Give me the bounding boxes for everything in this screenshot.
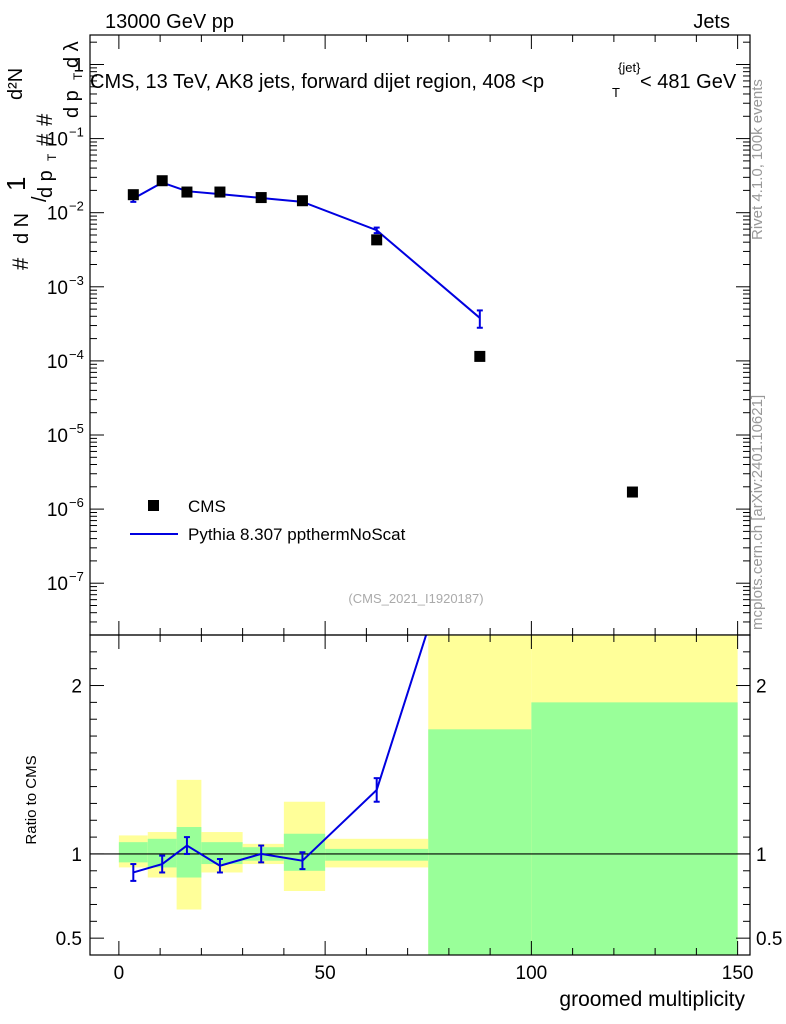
title-sup: {jet} — [618, 60, 641, 75]
ratio-y-label: Ratio to CMS — [23, 755, 40, 844]
ylabel-hash-den: # — [32, 113, 57, 126]
main-y-tick-label: 10 — [47, 426, 68, 447]
main-y-axis-label: # d N 1 / d p T # d²N # d p T d λ — [1, 41, 85, 270]
ratio-content — [90, 635, 750, 955]
x-tick-label: 150 — [722, 963, 754, 984]
main-y-tick-label: 10 — [47, 574, 68, 595]
ratio-y-tick-label-right: 2 — [756, 677, 767, 698]
data-point — [156, 175, 168, 187]
x-tick-label: 0 — [114, 963, 125, 984]
ylabel-dpt2-sub: T — [71, 72, 85, 80]
ylabel-dlambda: d λ — [61, 41, 83, 68]
main-y-tick-label: 1 — [73, 55, 84, 76]
ratio-band-inner — [325, 848, 429, 861]
header-right: Jets — [693, 11, 730, 33]
ratio-y-tick-label-right: 0.5 — [756, 929, 782, 950]
ylabel-one: 1 — [1, 177, 31, 191]
plot-title: CMS, 13 TeV, AK8 jets, forward dijet reg… — [90, 60, 737, 100]
main-y-tick-label: 10 — [47, 278, 68, 299]
data-point — [474, 350, 486, 362]
ylabel-hash-num: # — [32, 133, 57, 146]
ratio-band-inner — [531, 702, 738, 955]
ylabel-hash-n: # — [8, 257, 33, 270]
data-point — [296, 195, 308, 207]
main-y-tick-label: 10 — [47, 130, 68, 151]
main-y-tick-exponent: −4 — [69, 347, 84, 362]
main-panel: 10 −710 −610 −510 −410 −310 −210 −11 — [47, 34, 751, 636]
main-y-tick-exponent: −7 — [69, 569, 84, 584]
ylabel-dpt-sub: T — [45, 153, 59, 161]
ratio-frame — [89, 634, 751, 956]
ylabel-dpt: d p — [35, 170, 57, 198]
main-y-tick-exponent: −5 — [69, 421, 84, 436]
ratio-band-inner — [428, 729, 532, 955]
data-point — [255, 192, 267, 204]
main-y-tick-label: 10 — [47, 204, 68, 225]
x-tick-label: 100 — [516, 963, 548, 984]
data-point — [626, 486, 638, 498]
ylabel-dpt2: d p — [61, 90, 83, 118]
x-axis: 0 50 100 150 — [114, 35, 754, 984]
ratio-band-inner — [118, 842, 148, 863]
title-sub: T — [612, 85, 620, 100]
main-y-tick-exponent: −1 — [69, 125, 84, 140]
ratio-mc-line — [133, 635, 428, 874]
main-y-tick-label: 10 — [47, 500, 68, 521]
ylabel-slash: / — [29, 196, 51, 202]
x-axis-label: groomed multiplicity — [559, 988, 745, 1011]
x-tick-label: 50 — [315, 963, 336, 984]
ylabel-d2n: d²N — [5, 68, 27, 100]
ratio-y-tick-label-right: 1 — [756, 845, 767, 866]
legend-data-label: CMS — [188, 497, 226, 516]
ratio-band-inner — [201, 842, 243, 865]
ylabel-dn: d N — [11, 213, 33, 244]
data-point — [371, 234, 383, 246]
title-main: CMS, 13 TeV, AK8 jets, forward dijet reg… — [90, 71, 544, 93]
main-frame — [89, 34, 751, 636]
main-y-tick-exponent: −2 — [69, 199, 84, 214]
ratio-y-tick-label-left: 1 — [71, 845, 82, 866]
mcplots-label: mcplots.cern.ch [arXiv:2401.10621] — [749, 395, 766, 630]
legend-mc-label: Pythia 8.307 ppthermNoScat — [188, 525, 406, 544]
rivet-label: Rivet 4.1.0, 100k events — [749, 79, 766, 240]
data-point — [181, 186, 193, 198]
main-y-tick-exponent: −3 — [69, 273, 84, 288]
ratio-y-tick-label-left: 2 — [71, 677, 82, 698]
ratio-y-tick-label-left: 0.5 — [56, 929, 82, 950]
title-end: < 481 GeV — [640, 71, 737, 93]
data-point — [127, 189, 139, 201]
header-left: 13000 GeV pp — [105, 11, 234, 33]
legend: CMS Pythia 8.307 ppthermNoScat — [130, 497, 406, 544]
main-y-tick-label: 10 — [47, 352, 68, 373]
data-point — [214, 186, 226, 198]
main-y-tick-exponent: −6 — [69, 495, 84, 510]
analysis-id: (CMS_2021_I1920187) — [348, 591, 483, 606]
ratio-panel: 0.5 0.5 1 1 2 2 — [56, 634, 782, 956]
legend-data-marker — [148, 500, 159, 511]
